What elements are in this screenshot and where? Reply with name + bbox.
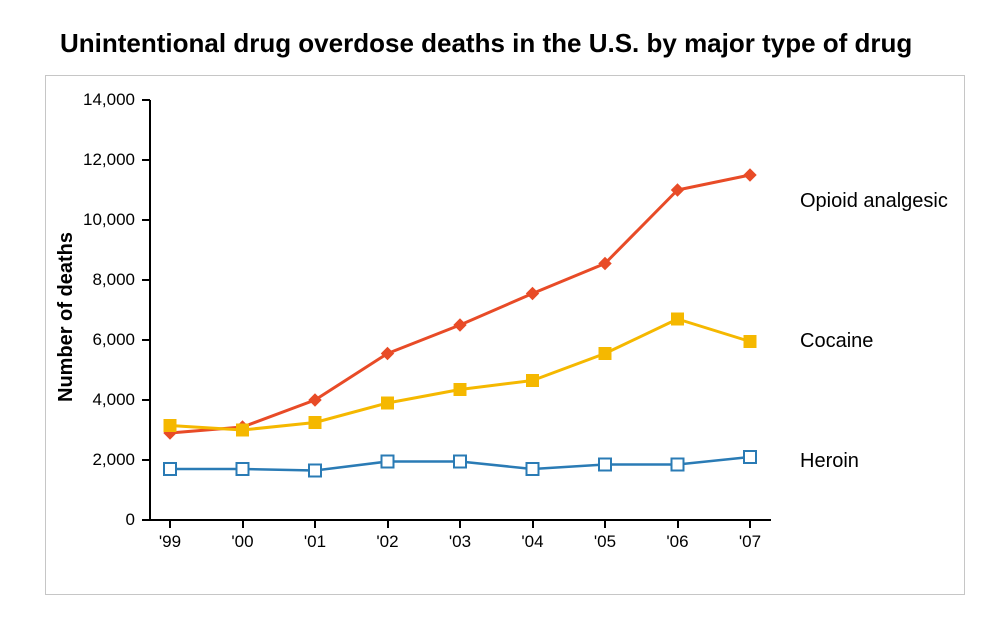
x-tick-mark	[532, 520, 534, 528]
x-tick-mark	[459, 520, 461, 528]
y-tick-mark	[142, 159, 150, 161]
series-label-cocaine: Cocaine	[800, 330, 873, 353]
x-tick-label: '99	[145, 532, 195, 552]
x-tick-mark	[677, 520, 679, 528]
y-tick-label: 8,000	[75, 270, 135, 290]
series-line-cocaine	[170, 319, 750, 430]
x-tick-label: '06	[653, 532, 703, 552]
series-marker	[599, 348, 611, 360]
y-tick-mark	[142, 459, 150, 461]
x-tick-label: '02	[363, 532, 413, 552]
series-marker	[237, 424, 249, 436]
x-tick-label: '01	[290, 532, 340, 552]
y-tick-mark	[142, 219, 150, 221]
series-marker	[672, 459, 684, 471]
x-tick-mark	[242, 520, 244, 528]
series-marker	[454, 456, 466, 468]
series-marker	[382, 456, 394, 468]
y-tick-label: 6,000	[75, 330, 135, 350]
series-marker	[672, 313, 684, 325]
series-marker	[599, 459, 611, 471]
series-marker	[744, 451, 756, 463]
chart-title: Unintentional drug overdose deaths in th…	[60, 28, 912, 59]
y-tick-mark	[142, 399, 150, 401]
y-tick-label: 14,000	[75, 90, 135, 110]
x-tick-label: '00	[218, 532, 268, 552]
x-tick-label: '07	[725, 532, 775, 552]
series-marker	[744, 169, 756, 181]
x-tick-label: '05	[580, 532, 630, 552]
series-marker	[744, 336, 756, 348]
y-tick-label: 10,000	[75, 210, 135, 230]
series-marker	[527, 288, 539, 300]
series-label-opioid-analgesic: Opioid analgesic	[800, 190, 948, 213]
x-tick-mark	[169, 520, 171, 528]
y-tick-mark	[142, 99, 150, 101]
plot-svg	[150, 100, 770, 520]
x-tick-mark	[604, 520, 606, 528]
x-tick-mark	[314, 520, 316, 528]
series-marker	[164, 420, 176, 432]
series-marker	[382, 397, 394, 409]
series-label-heroin: Heroin	[800, 450, 859, 473]
series-marker	[309, 465, 321, 477]
y-tick-label: 4,000	[75, 390, 135, 410]
y-tick-label: 0	[75, 510, 135, 530]
series-marker	[237, 463, 249, 475]
y-tick-label: 12,000	[75, 150, 135, 170]
y-tick-label: 2,000	[75, 450, 135, 470]
y-axis-line	[149, 100, 151, 520]
x-tick-label: '04	[508, 532, 558, 552]
x-tick-mark	[387, 520, 389, 528]
plot-area	[150, 100, 770, 520]
x-tick-label: '03	[435, 532, 485, 552]
series-marker	[454, 319, 466, 331]
series-marker	[454, 384, 466, 396]
series-marker	[527, 375, 539, 387]
y-tick-mark	[142, 339, 150, 341]
y-axis-title: Number of deaths	[55, 232, 78, 402]
series-marker	[309, 417, 321, 429]
series-marker	[164, 463, 176, 475]
y-tick-mark	[142, 279, 150, 281]
series-marker	[527, 463, 539, 475]
x-tick-mark	[749, 520, 751, 528]
y-tick-mark	[142, 519, 150, 521]
